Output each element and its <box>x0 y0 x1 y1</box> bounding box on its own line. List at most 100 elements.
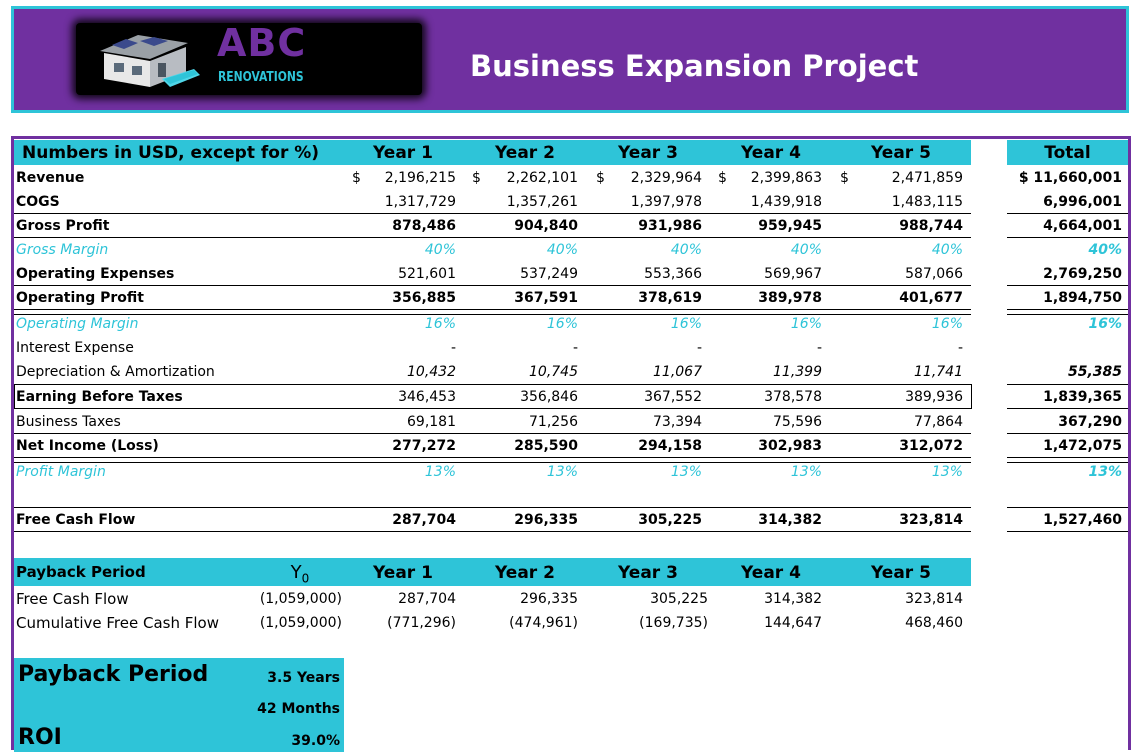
table-cell: - <box>572 340 578 356</box>
table-cell: 16% <box>790 316 822 332</box>
table-cell: 13% <box>670 464 702 480</box>
row-label: Interest Expense <box>16 340 134 356</box>
table-cell: 1,397,978 <box>630 194 702 210</box>
row-divider <box>1007 433 1128 434</box>
table-cell: 305,225 <box>638 512 702 528</box>
currency-symbol: $ <box>352 170 361 186</box>
table-cell: 13% <box>424 464 456 480</box>
total-cell: 367,290 <box>1058 414 1122 430</box>
row-divider <box>14 314 971 315</box>
total-cell: 6,996,001 <box>1043 194 1122 210</box>
roi-value: 39.0% <box>291 733 340 749</box>
y0-subscript: 0 <box>301 571 310 586</box>
table-cell: 71,256 <box>529 414 578 430</box>
payback-period-label: Payback Period <box>18 662 209 687</box>
total-cell: 13% <box>1088 464 1122 480</box>
house-icon <box>100 35 200 87</box>
logo-text: ABC <box>217 21 307 65</box>
row-label: Net Income (Loss) <box>16 438 159 454</box>
table-cell: 314,382 <box>758 512 822 528</box>
table-cell: 931,986 <box>638 218 702 234</box>
row-divider <box>1007 408 1128 409</box>
total-header: Total <box>1044 143 1091 163</box>
table-cell: 294,158 <box>638 438 702 454</box>
total-column-header <box>1007 140 1128 165</box>
table-cell: 16% <box>424 316 456 332</box>
currency-symbol: $ <box>472 170 481 186</box>
payback-months-value: 42 Months <box>257 701 340 717</box>
row-divider <box>1007 314 1128 315</box>
table-cell: 959,945 <box>758 218 822 234</box>
table-cell: 302,983 <box>758 438 822 454</box>
table-cell: 2,329,964 <box>630 170 702 186</box>
row-divider <box>1007 507 1128 508</box>
table-cell: 16% <box>670 316 702 332</box>
table-cell: 75,596 <box>773 414 822 430</box>
table-cell: - <box>816 340 822 356</box>
currency-symbol: $ <box>596 170 605 186</box>
table-cell: 11,067 <box>653 364 702 380</box>
table-cell: 878,486 <box>392 218 456 234</box>
page-title: Business Expansion Project <box>470 49 919 83</box>
row-label: Gross Margin <box>16 242 109 258</box>
table-cell: 40% <box>546 242 578 258</box>
row-label: Operating Profit <box>16 290 144 306</box>
table-cell: 904,840 <box>514 218 578 234</box>
table-cell: 988,744 <box>899 218 963 234</box>
total-cell: 4,664,001 <box>1043 218 1122 234</box>
payback-cell: (474,961) <box>509 615 578 631</box>
total-cell: 1,527,460 <box>1043 512 1122 528</box>
payback-year-header: Year 2 <box>495 563 555 583</box>
payback-years-value: 3.5 Years <box>267 670 340 686</box>
table-cell: 1,439,918 <box>750 194 822 210</box>
row-label: Business Taxes <box>16 414 121 430</box>
row-label: Revenue <box>16 170 85 186</box>
payback-cell: 323,814 <box>905 591 963 607</box>
table-cell: 389,936 <box>905 389 963 405</box>
payback-cell: (169,735) <box>639 615 708 631</box>
row-divider <box>1007 237 1128 238</box>
payback-year-header: Year 1 <box>373 563 433 583</box>
row-divider <box>1007 531 1128 532</box>
row-divider <box>14 237 971 238</box>
table-cell: 73,394 <box>653 414 702 430</box>
payback-row-label: Free Cash Flow <box>16 590 129 608</box>
row-divider <box>14 433 971 434</box>
logo-subtext: RENOVATIONS <box>218 70 304 85</box>
year-header: Year 3 <box>618 143 678 163</box>
year-header: Year 2 <box>495 143 555 163</box>
row-divider <box>1007 384 1128 385</box>
income-table-header <box>14 140 971 165</box>
payback-cell: (771,296) <box>387 615 456 631</box>
row-divider <box>14 462 971 463</box>
table-cell: 553,366 <box>644 266 702 282</box>
table-cell: 537,249 <box>520 266 578 282</box>
table-cell: 16% <box>546 316 578 332</box>
table-cell: 356,846 <box>520 389 578 405</box>
row-divider <box>1007 457 1128 458</box>
report-frame <box>11 136 1131 750</box>
table-cell: 401,677 <box>899 290 963 306</box>
table-cell: 277,272 <box>392 438 456 454</box>
row-divider <box>1007 285 1128 286</box>
table-cell: 285,590 <box>514 438 578 454</box>
table-cell: 389,978 <box>758 290 822 306</box>
table-cell: - <box>696 340 702 356</box>
table-cell: 1,317,729 <box>384 194 456 210</box>
table-cell: 323,814 <box>899 512 963 528</box>
total-cell: 40% <box>1088 242 1122 258</box>
company-logo: ABC RENOVATIONS <box>76 21 422 95</box>
table-cell: 13% <box>931 464 963 480</box>
table-cell: 13% <box>546 464 578 480</box>
roi-label: ROI <box>18 725 62 750</box>
table-cell: - <box>450 340 456 356</box>
currency-symbol: $ <box>840 170 849 186</box>
row-label: Free Cash Flow <box>16 512 136 528</box>
row-divider <box>1007 309 1128 310</box>
payback-cell: 287,704 <box>398 591 456 607</box>
payback-cell: 305,225 <box>650 591 708 607</box>
table-cell: 587,066 <box>905 266 963 282</box>
table-cell: 569,967 <box>764 266 822 282</box>
total-cell: 1,894,750 <box>1043 290 1122 306</box>
table-cell: 296,335 <box>514 512 578 528</box>
